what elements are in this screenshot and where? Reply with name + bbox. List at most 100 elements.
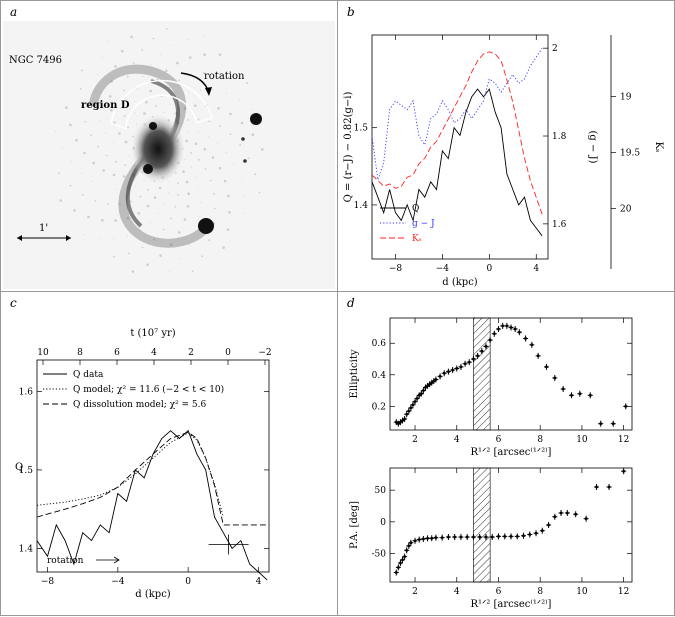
ellipticity-point <box>569 392 574 399</box>
position-angle-point <box>573 511 579 518</box>
x-tick-label: 4 <box>256 577 262 587</box>
rotation-arrowhead <box>205 87 212 96</box>
x-tick-label: 6 <box>496 435 502 445</box>
position-angle-point <box>416 536 422 543</box>
x-axis-label: d (kpc) <box>442 277 478 288</box>
position-angle-point <box>508 533 514 540</box>
position-angle-point <box>483 534 489 541</box>
ellipticity-point <box>445 368 451 375</box>
position-angle-point <box>464 534 470 541</box>
rotation-arrow <box>96 556 120 564</box>
position-angle-point <box>594 484 600 490</box>
panel-a-label: a <box>10 5 18 19</box>
position-angle-point <box>621 468 627 475</box>
position-angle-point <box>408 539 414 546</box>
ellipticity-point <box>408 404 414 411</box>
galaxy-image: NGC 7496 rotation region D 1' <box>3 21 335 289</box>
ellipticity-point <box>458 363 464 370</box>
series-2 <box>371 51 543 215</box>
y-tick-label: 1.6 <box>19 387 34 397</box>
y2-tick-label: 1.6 <box>552 220 567 230</box>
ellipticity-point <box>523 335 529 342</box>
y-axis-label: Q = (r−J) − 0.82(g−i) <box>343 92 354 203</box>
chart-c: −8 −4 0 4 1.4 1.5 1.6 10 8 6 4 2 0 −2 t (10⁷ yr) d (kpc… <box>15 328 272 600</box>
x-axis-label: d (kpc) <box>135 589 171 600</box>
position-angle-point <box>477 534 483 541</box>
position-angle-y-axis-label: P.A. [deg] <box>349 501 360 549</box>
position-angle-point <box>397 560 403 566</box>
x-tick-label: −8 <box>389 264 403 274</box>
ellipticity-point <box>437 373 443 380</box>
position-angle-hatched-band <box>473 467 491 583</box>
ellipticity-hatched-band <box>473 317 491 431</box>
ellipticity-point <box>491 330 497 337</box>
rotation-arrow-label: rotation <box>47 556 84 566</box>
ellipticity-point <box>483 343 489 350</box>
ellipticity-point <box>410 401 416 408</box>
position-angle-point <box>552 513 558 520</box>
top-tick-label: 10 <box>37 348 49 358</box>
y-tick-label: 1.4 <box>19 544 34 554</box>
ellipticity-point <box>598 420 604 427</box>
y-tick-label: 50 <box>375 486 387 496</box>
top-tick-label: 4 <box>151 348 157 358</box>
legend-label: Q data <box>73 370 104 380</box>
panel-a-galaxy-image: a NGC 7496 rotation region D 1' <box>0 0 338 292</box>
top-tick-label: −2 <box>258 348 271 358</box>
ellipticity-point <box>414 395 420 402</box>
top-axis-label: t (10⁷ yr) <box>130 328 175 339</box>
foreground-star <box>243 159 247 163</box>
x-tick-label: 10 <box>576 587 588 597</box>
x-tick-label: −8 <box>41 577 55 587</box>
legend-label: Q <box>412 204 419 214</box>
position-angle-point <box>433 534 439 541</box>
panel-b-chart: b −8 −4 0 4 1.4 1.5 1.6 1.8 2 19 19.5 20 d (kpc) Q = … <box>337 0 675 292</box>
position-angle-point <box>502 533 508 540</box>
ellipticity-point <box>577 390 583 397</box>
position-angle-point <box>425 535 431 542</box>
region-d-outline <box>110 79 213 131</box>
ellipticity-point <box>552 374 558 381</box>
y-tick-label: -50 <box>372 550 387 560</box>
series-2 <box>36 431 269 526</box>
y2-axis-label: (g − J) <box>587 131 598 164</box>
y-tick-label: 0.2 <box>372 402 386 412</box>
top-tick-label: 6 <box>114 348 120 358</box>
position-angle-point <box>400 556 406 563</box>
legend-label: Q dissolution model; χ² = 5.6 <box>73 400 207 410</box>
ellipticity-point <box>610 420 616 427</box>
y3-axis-label: Kₛ <box>653 142 664 153</box>
position-angle-x-axis-label: R¹ᐟ² [arcsec⁽¹ᐟ²⁾] <box>471 599 552 610</box>
ellipticity-point <box>454 365 460 372</box>
ellipticity-point <box>495 326 501 333</box>
ellipticity-point <box>508 324 514 331</box>
position-angle-point <box>406 542 412 549</box>
y2-tick-label: 1.8 <box>552 132 567 142</box>
position-angle-point <box>429 535 435 542</box>
ellipticity-point <box>450 367 456 374</box>
position-angle-point <box>564 509 570 516</box>
ellipticity-point <box>441 370 447 377</box>
ellipticity-point <box>623 403 629 410</box>
position-angle-point <box>458 534 464 541</box>
x-tick-label: 4 <box>533 264 539 274</box>
top-tick-label: 8 <box>77 348 83 358</box>
x-tick-label: −4 <box>436 264 450 274</box>
ellipticity-point <box>462 360 468 367</box>
hii-region <box>149 122 157 130</box>
y-tick-label: 0 <box>380 518 386 528</box>
legend-label: Kₛ <box>412 234 422 244</box>
panel-d-charts: d 2 4 6 8 10 12 0.2 0.4 0.6 R¹ᐟ² [arcsec⁽¹ᐟ²⁾] Ell… <box>337 291 675 616</box>
ellipticity-point <box>587 392 593 399</box>
rotation-label: rotation <box>204 71 245 82</box>
position-angle-point <box>439 534 445 541</box>
x-tick-label: 2 <box>412 435 418 445</box>
ellipticity-point <box>402 415 408 422</box>
legend-label: Q model; χ² = 11.6 (−2 < t < 10) <box>73 384 224 395</box>
position-angle-point <box>533 530 539 537</box>
panel-d-label: d <box>347 296 355 310</box>
position-angle-point <box>514 533 520 540</box>
position-angle-point <box>445 534 451 541</box>
position-angle-point <box>489 534 495 541</box>
chart-b: −8 −4 0 4 1.4 1.5 1.6 1.8 2 19 19.5 20 d (kpc) Q = (r… <box>343 34 664 288</box>
